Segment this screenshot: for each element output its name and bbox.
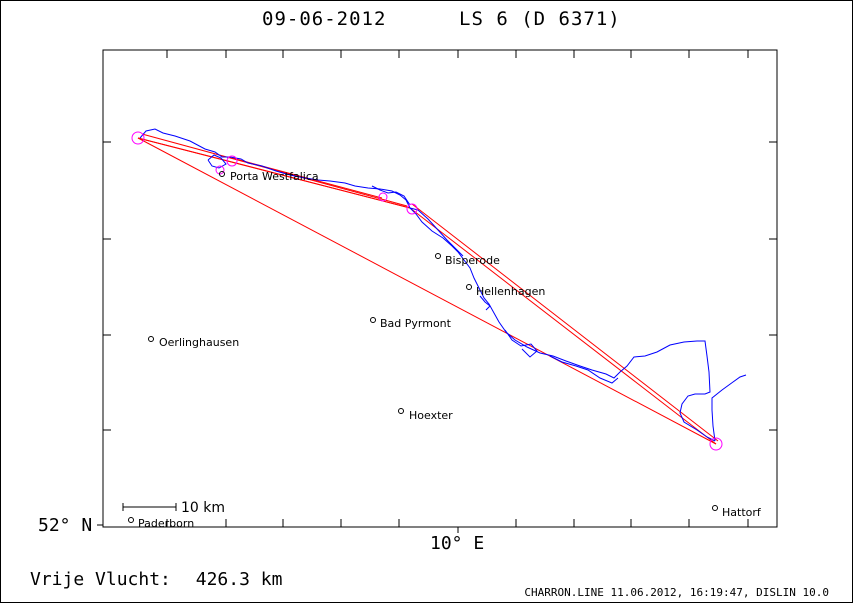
distance-label: Vrije Vlucht: bbox=[30, 569, 171, 590]
turnpoint-icon bbox=[378, 192, 388, 202]
scale-bar bbox=[122, 503, 177, 511]
scale-bar-label: 10 km bbox=[181, 500, 225, 516]
lat-axis-label: 52° N bbox=[38, 515, 92, 536]
place-markers bbox=[128, 171, 718, 523]
map-border bbox=[102, 49, 778, 528]
turnpoint-icon bbox=[226, 155, 238, 167]
place-marker-icon bbox=[128, 517, 134, 523]
place-label-paderborn: Paderborn bbox=[138, 517, 194, 530]
place-label-bad-pyrmont: Bad Pyrmont bbox=[380, 317, 452, 330]
distance-readout: Vrije Vlucht: 426.3 km bbox=[30, 569, 282, 590]
flight-track bbox=[139, 128, 747, 442]
turnpoint-icon bbox=[709, 437, 723, 451]
turnpoint-start-icon bbox=[131, 131, 145, 145]
place-label-porta-westfalica: Porta Westfalica bbox=[230, 170, 319, 183]
flight-date: 09-06-2012 bbox=[262, 8, 387, 30]
turnpoint-icon bbox=[406, 203, 418, 215]
place-marker-icon bbox=[148, 336, 154, 342]
place-marker-icon bbox=[370, 317, 376, 323]
task-lines bbox=[137, 133, 719, 445]
distance-value: 426.3 km bbox=[195, 569, 283, 590]
place-label-hoexter: Hoexter bbox=[409, 409, 453, 422]
right-ticks bbox=[769, 141, 777, 431]
place-marker-icon bbox=[219, 171, 225, 177]
place-label-bisperode: Bisperode bbox=[445, 254, 500, 267]
place-marker-icon bbox=[712, 505, 718, 511]
place-marker-icon bbox=[435, 253, 441, 259]
left-ticks bbox=[97, 141, 111, 526]
bottom-ticks bbox=[166, 519, 749, 533]
lon-axis-label: 10° E bbox=[430, 533, 484, 554]
credit-line: CHARRON.LINE 11.06.2012, 16:19:47, DISLI… bbox=[524, 586, 829, 599]
place-label-hattorf: Hattorf bbox=[722, 506, 762, 519]
place-label-oerlinghausen: Oerlinghausen bbox=[159, 336, 239, 349]
place-label-hellenhagen: Hellenhagen bbox=[476, 285, 545, 298]
place-marker-icon bbox=[466, 284, 472, 290]
place-marker-icon bbox=[398, 408, 404, 414]
top-ticks bbox=[166, 50, 749, 58]
glider-id: LS 6 (D 6371) bbox=[459, 8, 621, 30]
